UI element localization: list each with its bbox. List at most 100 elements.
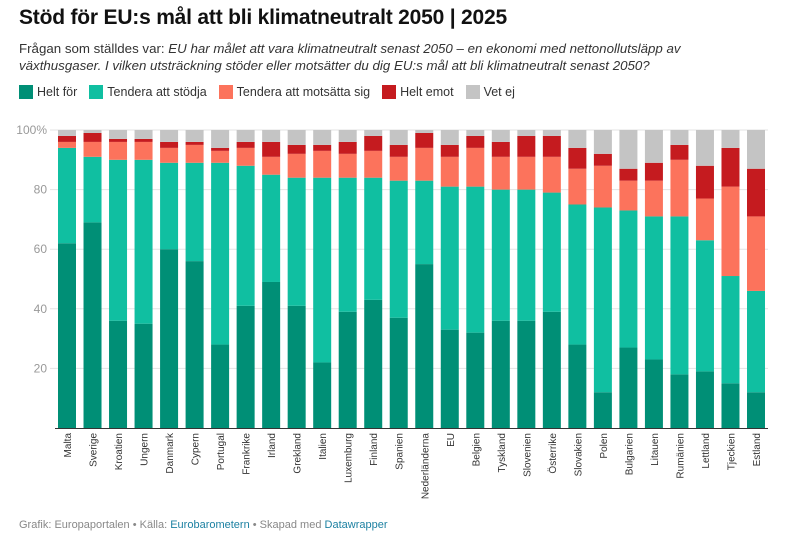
bar-segment (542, 135, 561, 157)
bar-segment (619, 210, 638, 348)
bar-segment (491, 141, 510, 157)
x-tick-label: Bulgarien (624, 433, 635, 475)
bar-segment (364, 177, 383, 300)
y-tick-label: 80 (34, 183, 48, 197)
legend-label: Tendera att stödja (107, 85, 207, 99)
bar-segment (670, 374, 689, 428)
bar-segment (721, 130, 740, 148)
x-tick-label: Spanien (395, 433, 406, 470)
y-tick-label: 40 (34, 302, 48, 316)
bar-segment (83, 156, 102, 223)
bar-segment (440, 130, 459, 145)
legend-swatch (465, 85, 480, 99)
bar-segment (695, 165, 714, 199)
x-tick-label: Luxemburg (344, 433, 355, 483)
bar-segment (389, 156, 408, 181)
x-tick-label: Belgien (471, 433, 482, 466)
bar-segment (134, 159, 153, 324)
bar-segment (440, 186, 459, 330)
bar-segment (593, 130, 612, 154)
bar-segment (58, 243, 76, 428)
x-tick-label: Cypern (191, 433, 202, 465)
footer-tool-label: • Skapad med (249, 519, 325, 531)
bar-segment (338, 153, 357, 178)
footer-source-label: • Källa: (129, 519, 171, 531)
bar-segment (313, 144, 332, 151)
bar-segment (644, 130, 663, 163)
x-tick-label: Ungern (140, 433, 151, 466)
bar-segment (364, 130, 383, 136)
bar-segment (747, 168, 765, 217)
bar-segment (415, 180, 434, 265)
bar-segment (211, 130, 230, 148)
bar-segment (262, 174, 281, 282)
chart-subtitle: Frågan som ställdes var: EU har målet at… (19, 40, 759, 74)
bar-segment (440, 329, 459, 428)
x-tick-label: Italien (318, 433, 329, 460)
bar-segment (593, 392, 612, 428)
bar-segment (517, 320, 536, 428)
bar-segment (542, 156, 561, 193)
bar-segment (721, 276, 740, 384)
bar-segment (644, 359, 663, 428)
bar-segment (517, 189, 536, 321)
bar-segment (644, 180, 663, 217)
x-tick-label: Kroatien (114, 433, 125, 470)
bar-segment (160, 249, 179, 428)
bar-segment (415, 132, 434, 148)
bar-segment (466, 332, 485, 428)
bar-segment (670, 144, 689, 160)
bar-segment (491, 189, 510, 321)
x-tick-label: EU (446, 433, 457, 447)
bar-segment (389, 180, 408, 318)
bar-segment (695, 240, 714, 372)
bar-segment (747, 216, 765, 291)
bar-segment (695, 198, 714, 241)
bar-segment (58, 141, 76, 148)
bar-segment (338, 141, 357, 154)
x-tick-label: Rumänien (675, 433, 686, 479)
bar-segment (440, 144, 459, 157)
bar-segment (695, 371, 714, 428)
source-link[interactable]: Eurobarometern (170, 519, 250, 531)
legend-item: Tendera att stödja (89, 85, 207, 99)
bar-segment (338, 311, 357, 428)
bar-segment (160, 162, 179, 250)
bar-segment (134, 130, 153, 139)
bar-segment (262, 281, 281, 428)
bar-segment (466, 130, 485, 136)
bar-segment (236, 130, 255, 142)
bar-segment (440, 156, 459, 187)
chart-title: Stöd för EU:s mål att bli klimatneutralt… (19, 6, 507, 29)
bar-segment (721, 147, 740, 187)
datawrapper-link[interactable]: Datawrapper (324, 519, 388, 531)
bar-segment (160, 141, 179, 148)
bar-segment (568, 147, 587, 169)
bar-segment (236, 147, 255, 166)
x-tick-label: Estland (752, 433, 763, 466)
bar-segment (619, 168, 638, 181)
x-tick-label: Österrike (547, 433, 559, 474)
footer: Grafik: Europaportalen • Källa: Eurobaro… (19, 519, 388, 531)
bar-segment (747, 130, 765, 169)
subtitle-prefix: Frågan som ställdes var: (19, 41, 169, 56)
bar-segment (542, 192, 561, 312)
bar-segment (287, 144, 306, 154)
legend-label: Tendera att motsätta sig (236, 85, 371, 99)
bar-segment (109, 130, 128, 139)
bar-segment (262, 130, 281, 142)
x-tick-label: Malta (63, 433, 74, 458)
bar-segment (466, 186, 485, 333)
bar-segment (83, 222, 102, 428)
bar-segment (287, 130, 306, 145)
legend-label: Vet ej (483, 85, 515, 99)
bar-segment (109, 159, 128, 321)
bar-segment (160, 147, 179, 163)
bar-segment (236, 141, 255, 148)
subtitle-question: EU har målet att vara klimatneutralt sen… (19, 41, 681, 73)
legend-label: Helt emot (400, 85, 454, 99)
x-tick-label: Danmark (165, 432, 176, 474)
legend-swatch (218, 85, 233, 99)
